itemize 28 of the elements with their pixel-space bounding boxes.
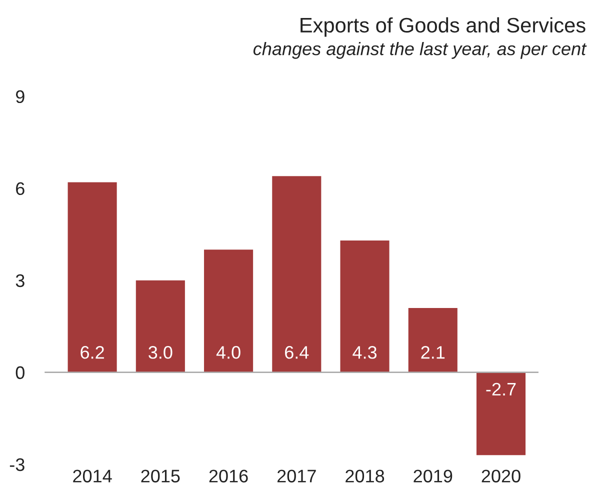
x-tick-label: 2020 [482, 470, 520, 482]
data-label: 4.3 [352, 346, 377, 359]
data-label: 3.0 [148, 346, 172, 359]
data-label: 6.4 [285, 346, 309, 359]
data-label: 6.2 [80, 346, 104, 359]
y-tick-label: -3 [10, 458, 24, 472]
bar [68, 182, 117, 372]
x-tick-label: 2019 [414, 470, 452, 482]
x-tick-label: 2017 [277, 470, 316, 482]
x-tick-label: 2014 [73, 470, 112, 482]
bar [476, 372, 526, 456]
y-tick-label: 3 [16, 274, 24, 288]
x-tick-label: 2015 [141, 470, 180, 482]
y-tick-label: 6 [16, 182, 24, 196]
data-label: 4.0 [216, 346, 240, 359]
y-tick-label: 9 [16, 90, 24, 104]
bar [408, 308, 458, 372]
bar [272, 176, 322, 372]
chart-subtitle: changes against the last year, as per cent [253, 42, 587, 59]
data-label: 2.1 [421, 346, 445, 359]
x-tick-label: 2018 [346, 470, 384, 482]
x-tick-label: 2016 [209, 470, 248, 482]
bar [136, 280, 185, 372]
bar [204, 250, 254, 372]
bar [340, 240, 390, 372]
data-label: -2.7 [486, 382, 516, 396]
y-tick-label: 0 [16, 366, 24, 380]
chart-title: Exports of Goods and Services [300, 17, 586, 37]
